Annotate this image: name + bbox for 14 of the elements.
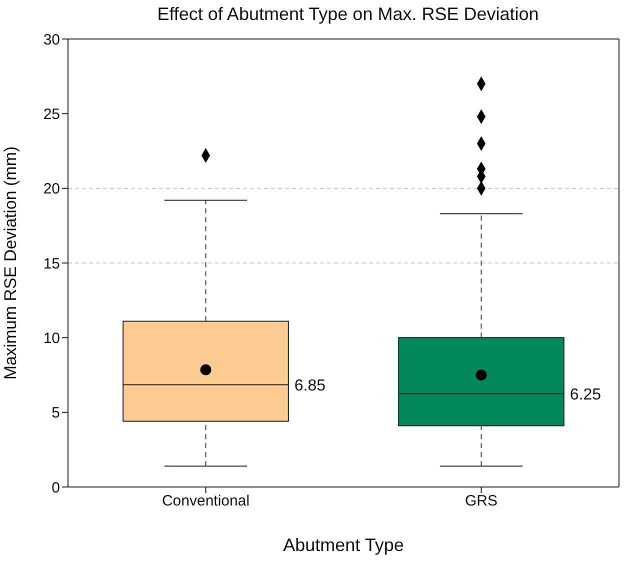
annotation: 6.25 bbox=[570, 386, 602, 404]
y-tick-label: 0 bbox=[52, 479, 60, 496]
x-axis-title: Abutment Type bbox=[283, 535, 404, 555]
y-tick-label: 25 bbox=[43, 106, 60, 123]
y-tick-label: 15 bbox=[43, 255, 60, 272]
y-tick-label: 30 bbox=[43, 31, 60, 48]
x-tick-label: Conventional bbox=[162, 492, 250, 510]
y-tick-label: 10 bbox=[43, 330, 60, 347]
x-tick-label: GRS bbox=[464, 492, 498, 510]
chart-title: Effect of Abutment Type on Max. RSE Deviation bbox=[156, 4, 540, 25]
y-axis-title: Maximum RSE Deviation (mm) bbox=[1, 146, 20, 380]
y-tick-label: 5 bbox=[52, 404, 60, 422]
annotation: 6.85 bbox=[294, 377, 326, 394]
y-tick-label: 20 bbox=[43, 180, 60, 198]
